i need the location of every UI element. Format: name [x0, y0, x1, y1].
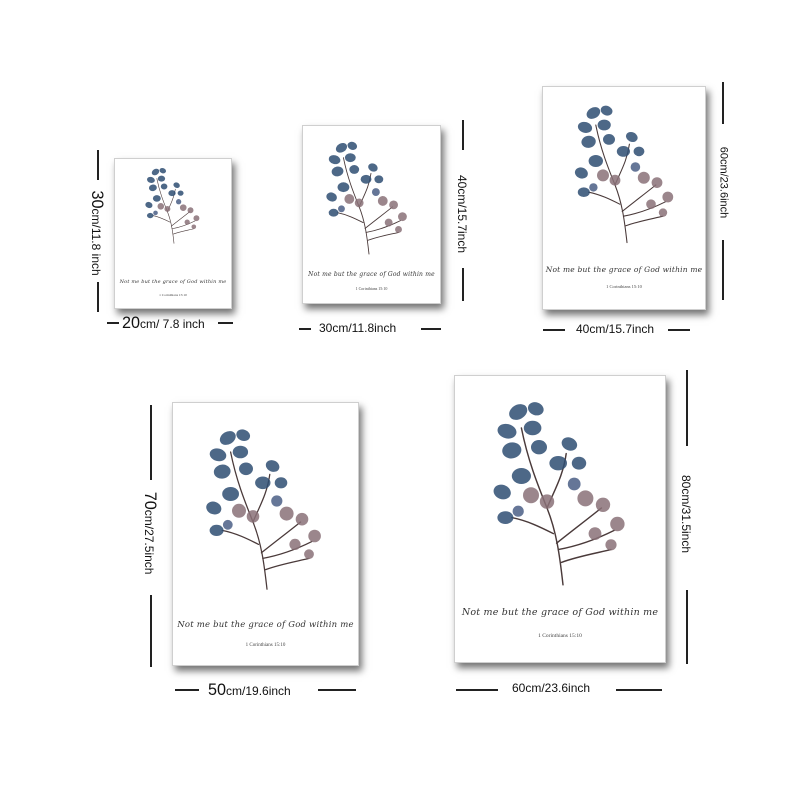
height-rule-top — [97, 150, 99, 180]
quote-text: Not me but the grace of God within me — [545, 265, 703, 274]
height-label-40x60: 60cm/23.6inch — [717, 146, 730, 219]
bible-reference: 1 Corinthians 15:10 — [538, 633, 582, 639]
height-label-20x30: 30cm/11.8 inch — [88, 190, 107, 276]
width-label-20x30: 20cm/ 7.8 inch — [122, 314, 205, 332]
poster-60x80: Not me but the grace of God within me 1 … — [454, 375, 666, 663]
quote-text: Not me but the grace of God within me — [177, 620, 354, 630]
width-rule-right — [318, 689, 356, 691]
eucalyptus-illustration — [197, 423, 337, 593]
width-label-50x70: 50cm/19.6inch — [208, 681, 291, 699]
poster-50x70: Not me but the grace of God within me 1 … — [172, 402, 359, 666]
poster-30x40: Not me but the grace of God within me 1 … — [302, 125, 441, 304]
height-label-40x40: 40cm/15.7inch — [455, 174, 469, 254]
height-rule-top — [686, 370, 688, 446]
eucalyptus-illustration — [319, 138, 419, 256]
width-label-40x60: 40cm/15.7inch — [576, 322, 655, 336]
height-rule-top — [462, 120, 464, 150]
height-rule-bottom — [722, 240, 724, 300]
height-rule-bottom — [462, 268, 464, 301]
width-rule-left — [175, 689, 199, 691]
poster-40x60: Not me but the grace of God within me 1 … — [542, 86, 706, 310]
bible-reference: 1 Corinthians 15:10 — [606, 284, 642, 289]
bible-reference: 1 Corinthians 15:10 — [355, 286, 388, 291]
width-label-60x80: 60cm/23.6inch — [512, 681, 591, 695]
width-label-30x40: 30cm/11.8inch — [319, 321, 397, 335]
quote-text: Not me but the grace of God within me — [119, 279, 227, 285]
width-rule-right — [668, 329, 690, 331]
height-rule-bottom — [150, 595, 152, 667]
bible-reference: 1 Corinthians 15:10 — [245, 643, 286, 648]
quote-text: Not me but the grace of God within me — [308, 271, 435, 278]
eucalyptus-illustration — [567, 101, 687, 245]
width-rule-right — [616, 689, 662, 691]
height-label-50x70: 70cm/27.5inch — [141, 491, 160, 575]
height-rule-top — [150, 405, 152, 480]
width-rule-right — [218, 322, 233, 324]
width-rule-left — [299, 328, 311, 330]
width-rule-left — [107, 322, 119, 324]
height-label-60x80: 80cm/31.5inch — [679, 474, 693, 554]
poster-20x30: Not me but the grace of God within me 1 … — [114, 158, 232, 309]
width-rule-right — [421, 328, 441, 330]
eucalyptus-illustration — [141, 165, 207, 245]
height-rule-bottom — [97, 282, 99, 312]
width-rule-left — [543, 329, 565, 331]
eucalyptus-illustration — [483, 396, 643, 588]
width-rule-left — [456, 689, 498, 691]
quote-text: Not me but the grace of God within me — [461, 607, 659, 618]
height-rule-bottom — [686, 590, 688, 664]
bible-reference: 1 Corinthians 15:10 — [159, 293, 187, 297]
height-rule-top — [722, 82, 724, 124]
